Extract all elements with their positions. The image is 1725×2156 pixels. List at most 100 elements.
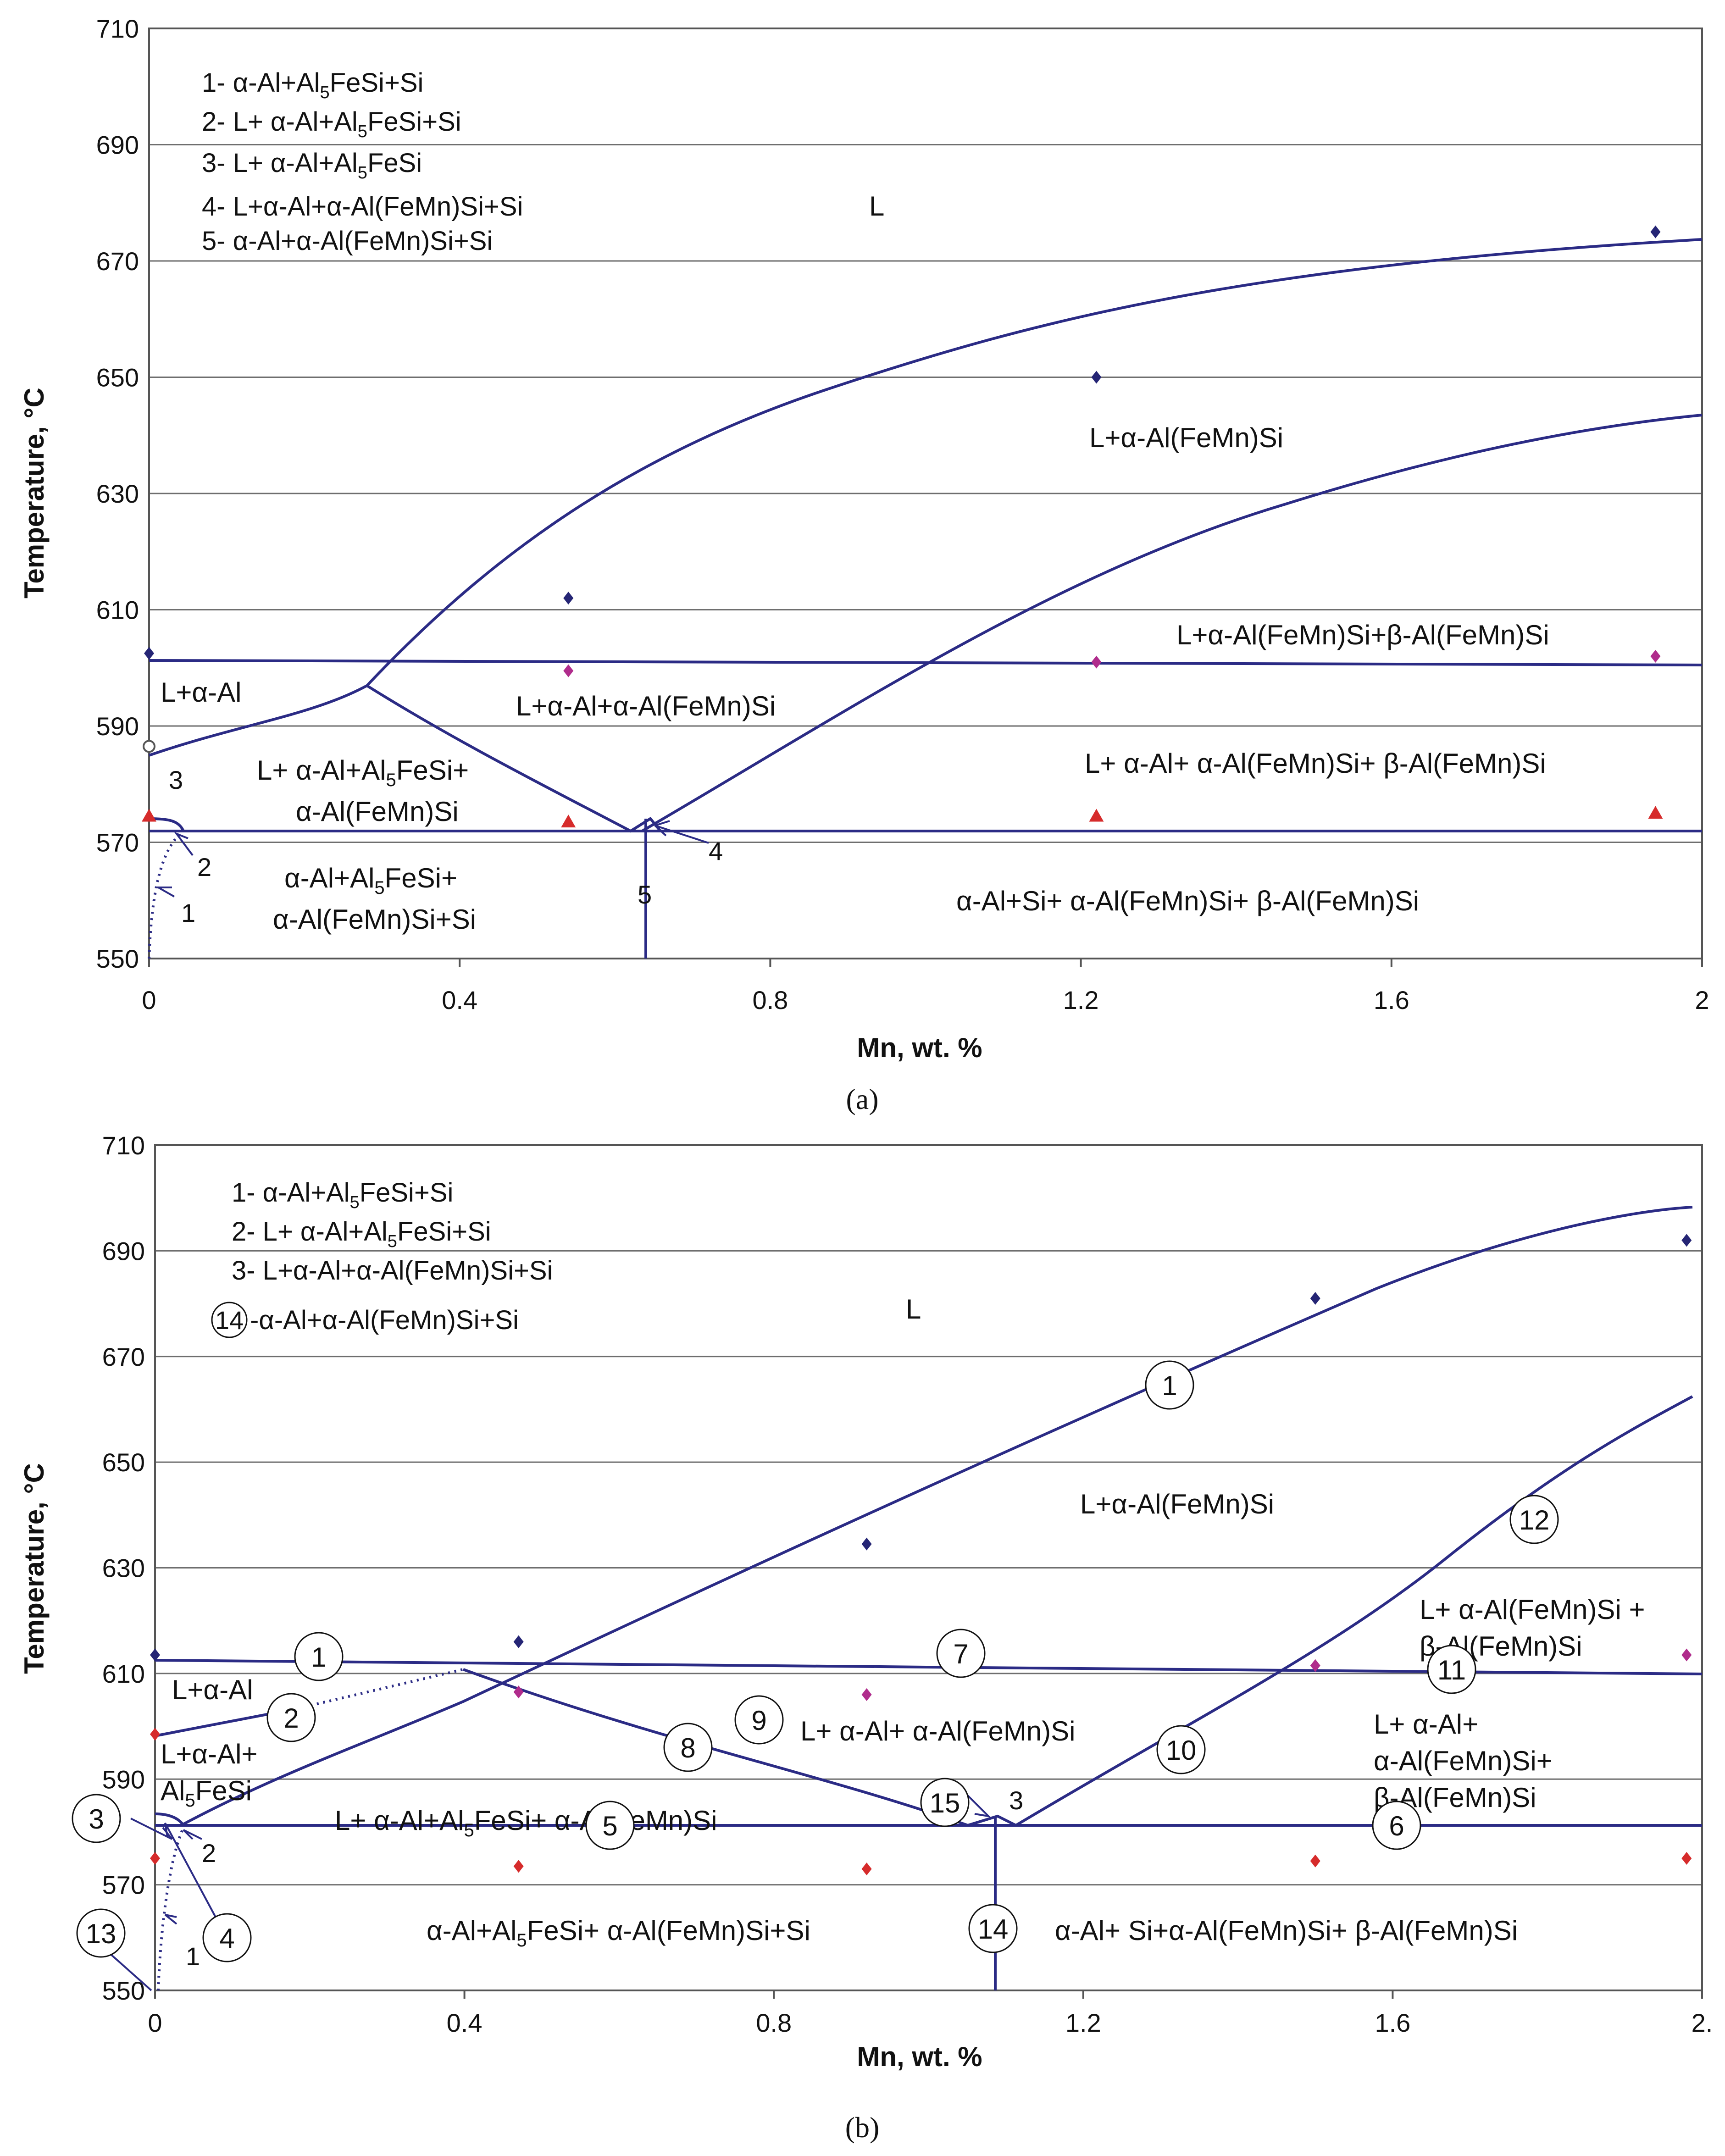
region-L-alfemnsi-a: L+α-Al(FeMn)Si — [1089, 422, 1283, 453]
data-point-second-arrest-1 — [1091, 655, 1102, 669]
data-point-liquidus-0 — [150, 1648, 160, 1662]
circled-number-7: 7 — [936, 1629, 986, 1678]
legend-b-1: 1- α-Al+Al5FeSi+Si — [232, 1178, 453, 1212]
circled-number-3: 3 — [72, 1794, 121, 1843]
circled-number-text: 3 — [89, 1804, 104, 1835]
point-label-1-b: 1 — [186, 1942, 200, 1971]
point-label-2-b: 2 — [202, 1839, 216, 1868]
y-tick-670: 670 — [96, 247, 139, 276]
circled-number-5: 5 — [585, 1801, 635, 1850]
arrow-15-b — [960, 1788, 991, 1818]
x-tick-1.6: 1.6 — [1375, 2008, 1410, 2037]
legend-b-2: 2- L+ α-Al+Al5FeSi+Si — [232, 1217, 491, 1251]
circled-number-text: 4 — [219, 1923, 234, 1954]
circled-number-1: 1 — [1145, 1360, 1194, 1410]
region-L-a: L — [869, 191, 884, 222]
circled-number-text: 5 — [602, 1811, 617, 1841]
region-L-four-2-b: α-Al(FeMn)Si+ — [1374, 1746, 1553, 1776]
y-tick-550: 550 — [102, 1976, 145, 2005]
data-point-first-arrest-3 — [1310, 1854, 1320, 1868]
arrow-4-head-a — [654, 820, 670, 837]
beta-liquidus-b — [1015, 1395, 1693, 1827]
data-point-first-arrest-1 — [513, 1860, 524, 1873]
circled-number-9: 9 — [734, 1695, 784, 1745]
data-point-liquidus-1 — [563, 592, 574, 605]
y-ticks-a: 550 570 590 610 630 650 670 690 710 — [96, 14, 139, 973]
region-L-alal-al5-1-b: L+α-Al+ — [161, 1739, 257, 1769]
y-tick-570: 570 — [102, 1871, 145, 1900]
y-tick-550: 550 — [96, 944, 139, 973]
legend-b-3: 3- L+α-Al+α-Al(FeMn)Si+Si — [232, 1256, 553, 1286]
x-ticks-a: 0 0.4 0.8 1.2 1.6 2 — [142, 959, 1709, 1014]
x-tick-2: 2 — [1695, 986, 1709, 1014]
data-point-first-arrest-4 — [1681, 1852, 1692, 1865]
circled-number-14: 14 — [968, 1904, 1018, 1953]
arrow-4-a — [655, 825, 709, 844]
circled-number-ring — [1509, 1495, 1559, 1544]
y-tick-710: 710 — [96, 14, 139, 43]
circled-number-ring — [585, 1801, 635, 1850]
circled-number-text: 2 — [283, 1703, 299, 1734]
circled-number-2: 2 — [266, 1693, 316, 1742]
small-curve-b — [155, 1812, 185, 1826]
arrow-13-b — [109, 1953, 152, 1991]
y-axis-label-a: Temperature, °C — [19, 388, 50, 599]
region-L-alal-alfemn-b: L+ α-Al+ α-Al(FeMn)Si — [800, 1716, 1076, 1746]
circled-number-text: 11 — [1437, 1655, 1466, 1685]
region-L-al5fesi-a: L+ α-Al+Al5FeSi+ — [257, 755, 469, 790]
data-point-eutectic-3 — [1648, 806, 1663, 819]
data-point-liquidus-3 — [1310, 1292, 1320, 1305]
data-point-liquidus-3 — [1650, 225, 1661, 238]
region-solid-al5-b: α-Al+Al5FeSi+ α-Al(FeMn)Si+Si — [427, 1915, 810, 1951]
plot-frame-a — [148, 28, 1703, 959]
y-tick-690: 690 — [102, 1236, 145, 1265]
legend-a-1: 1- α-Al+Al5FeSi+Si — [202, 68, 423, 102]
arrow-4-b — [164, 1823, 216, 1918]
x-tick-0: 0 — [142, 986, 156, 1014]
data-point-second-arrest-2 — [1310, 1659, 1320, 1672]
y-ticks-b: 550 570 590 610 630 650 670 690 710 — [102, 1131, 145, 2005]
y-tick-670: 670 — [102, 1342, 145, 1371]
y-tick-610: 610 — [102, 1659, 145, 1688]
circled-number-text: 7 — [953, 1639, 968, 1669]
region-L-alal-alfemn-a: L+α-Al+α-Al(FeMn)Si — [516, 691, 776, 721]
x-tick-0.4: 0.4 — [442, 986, 477, 1014]
point-label-5-a: 5 — [638, 880, 652, 909]
arrow-2-b — [183, 1829, 202, 1840]
plot-frame-b — [154, 1144, 1703, 1991]
legend-a-3: 3- L+ α-Al+Al5FeSi — [202, 148, 422, 183]
liquidus-curve-b — [180, 1206, 1693, 1827]
y-tick-650: 650 — [102, 1448, 145, 1477]
horizontal-601-a — [149, 659, 1703, 666]
region-alfemnsi-a: α-Al(FeMn)Si — [296, 796, 459, 827]
region-L-alfemn-beta-1-b: L+ α-Al(FeMn)Si + — [1420, 1594, 1645, 1625]
region-L-al5-alfemn-b: L+ α-Al+Al5FeSi+ α-Al(FeMn)Si — [335, 1805, 717, 1840]
data-point-first-arrest-0 — [150, 1728, 160, 1741]
circled-number-text: 15 — [930, 1788, 960, 1818]
x-tick-0.8: 0.8 — [756, 2008, 792, 2037]
arrow-2-a — [174, 831, 194, 856]
arrow-1-a — [155, 887, 175, 898]
circled-number-ring — [663, 1723, 713, 1772]
circled-number-ring — [968, 1904, 1018, 1953]
data-point-eutectic-1 — [561, 815, 576, 828]
point-label-2-a: 2 — [197, 853, 211, 881]
y-tick-630: 630 — [96, 479, 139, 508]
x-tick-1.6: 1.6 — [1374, 986, 1409, 1014]
region-alfemnsi-si-a: α-Al(FeMn)Si+Si — [273, 904, 476, 935]
y-tick-590: 590 — [96, 712, 139, 741]
circled-number-11: 11 — [1427, 1645, 1476, 1694]
liquidus-curve-a — [149, 238, 1703, 757]
data-point-liquidus-1 — [513, 1635, 524, 1648]
data-point-second-arrest-0 — [513, 1685, 524, 1699]
caption-b: (b) — [845, 2111, 880, 2144]
circled-number-text: 9 — [751, 1705, 766, 1736]
data-point-liquidus-0 — [144, 647, 154, 660]
region-L-b: L — [906, 1294, 921, 1325]
x-tick-0: 0 — [148, 2008, 162, 2037]
circled-number-1: 1 — [294, 1632, 344, 1681]
circled-number-ring — [734, 1695, 784, 1745]
legend-a-5: 5- α-Al+α-Al(FeMn)Si+Si — [202, 226, 493, 256]
alpha-liquidus-dotted-b — [298, 1668, 464, 1710]
